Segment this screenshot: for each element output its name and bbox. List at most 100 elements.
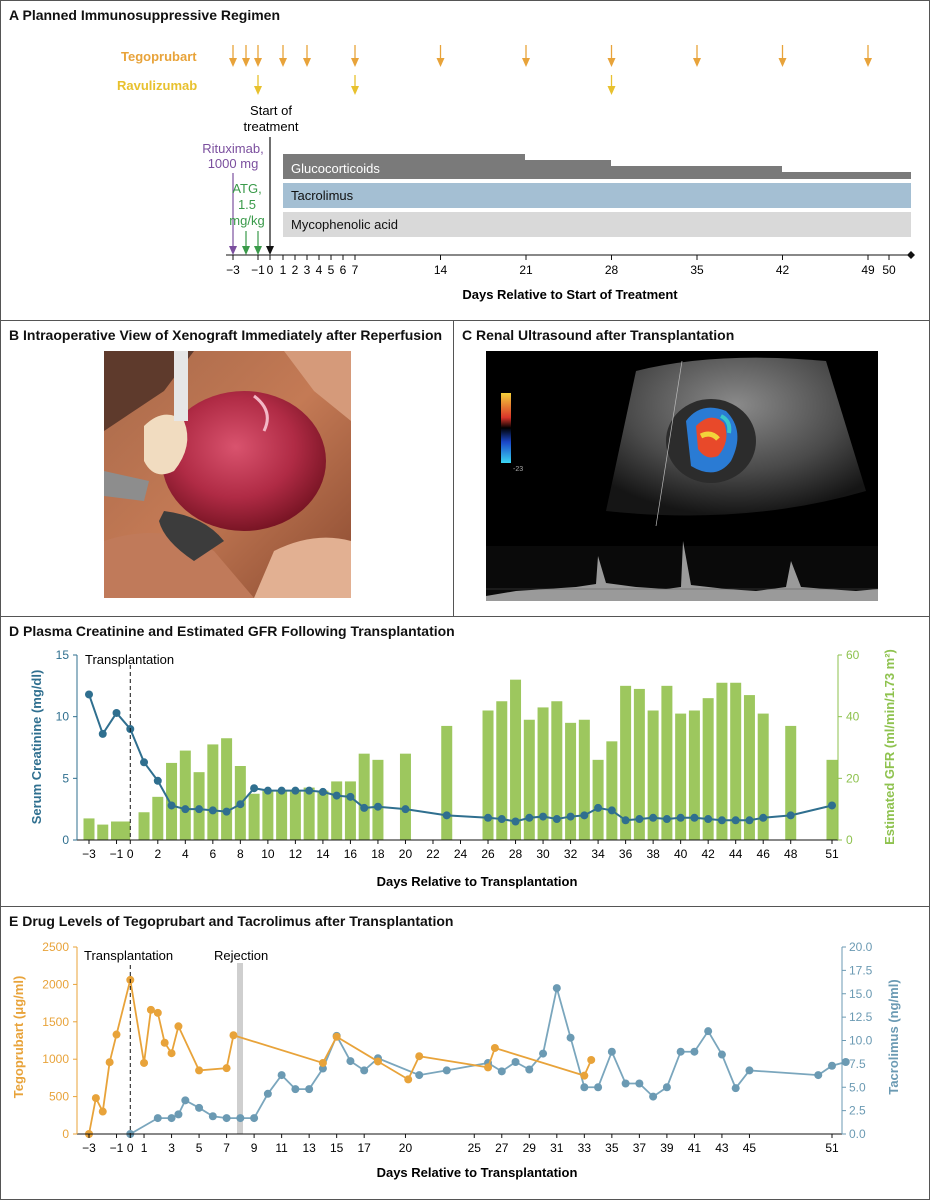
- tegoprubart-point-21: [490, 1043, 499, 1052]
- tacrolimus-point-11: [277, 1071, 286, 1080]
- timeline-tick-label-4: 2: [292, 263, 299, 277]
- chart-e-xtick-label-16: 31: [550, 1141, 564, 1155]
- tegoprubart-arrow-head-0: [229, 58, 237, 67]
- gfr-bar-28: [537, 707, 549, 840]
- tacrolimus-point-37: [704, 1027, 713, 1036]
- chart-e-transplant-annotation: Transplantation: [84, 948, 173, 963]
- creatinine-point-24: [484, 813, 493, 822]
- tegoprubart-arrow-head-2: [254, 58, 262, 67]
- creatinine-point-40: [704, 815, 713, 824]
- tacrolimus-point-38: [717, 1050, 726, 1059]
- chart-d-xlabel: Days Relative to Transplantation: [377, 874, 578, 889]
- tegoprubart-point-23: [587, 1055, 596, 1064]
- creatinine-point-39: [690, 813, 699, 822]
- timeline-tick-label-14: 42: [776, 263, 790, 277]
- creatinine-point-5: [153, 776, 162, 785]
- chart-d-xtick-label-2: 0: [127, 847, 134, 861]
- tegoprubart-point-3: [105, 1058, 114, 1067]
- timeline-tick-label-12: 28: [605, 263, 619, 277]
- gfr-bar-1: [97, 824, 109, 840]
- panel-c-title: C Renal Ultrasound after Transplantation: [462, 327, 735, 343]
- tegoprubart-point-13: [222, 1064, 231, 1073]
- gfr-bar-16: [303, 787, 315, 840]
- creatinine-point-7: [181, 805, 190, 814]
- chart-e-xtick-label-3: 1: [141, 1141, 148, 1155]
- panel-b-title: B Intraoperative View of Xenograft Immed…: [9, 327, 443, 343]
- chart-d-xtick-label-1: −1: [110, 847, 124, 861]
- chart-e-xtick-label-8: 11: [275, 1141, 288, 1155]
- chart-d-ytick-label-1: 5: [62, 771, 69, 785]
- gfr-bar-2: [111, 821, 123, 840]
- start-label-line2: treatment: [244, 119, 299, 134]
- gfr-bar-29: [551, 701, 563, 840]
- chart-e-y2tick-label-0: 0.0: [849, 1127, 866, 1141]
- chart-d-y2tick-label-1: 20: [846, 771, 860, 785]
- gfr-bar-44: [757, 713, 769, 840]
- chart-e-rejection-annotation: Rejection: [214, 948, 268, 963]
- chart-d-y2tick-label-2: 40: [846, 710, 860, 724]
- chart-d-xtick-label-17: 30: [536, 847, 550, 861]
- creatinine-point-21: [373, 802, 382, 811]
- rituximab-label-line2: 1000 mg: [208, 156, 259, 171]
- chart-e-xtick-label-24: 51: [825, 1141, 839, 1155]
- tacrolimus-point-23: [511, 1058, 520, 1067]
- chart-e-xtick-label-18: 35: [605, 1141, 619, 1155]
- tegoprubart-point-2: [98, 1107, 107, 1116]
- gfr-bar-20: [358, 753, 370, 840]
- chart-d-y2tick-label-3: 60: [846, 648, 860, 662]
- chart-e-xtick-label-5: 5: [196, 1141, 203, 1155]
- gfr-bar-22: [399, 753, 411, 840]
- tegoprubart-point-15: [318, 1058, 327, 1067]
- chart-d-xtick-label-12: 20: [399, 847, 413, 861]
- chart-d-xtick-label-23: 42: [701, 847, 715, 861]
- chart-d-xtick-label-8: 12: [289, 847, 303, 861]
- tacrolimus-point-32: [635, 1079, 644, 1088]
- surgical-photo: [104, 351, 351, 598]
- creatinine-point-32: [594, 803, 603, 812]
- rejection-band: [237, 963, 243, 1134]
- tacrolimus-point-20: [442, 1066, 451, 1075]
- atg-label-line2: 1.5: [238, 197, 256, 212]
- tegoprubart-point-4: [112, 1030, 121, 1039]
- timeline-tick-label-6: 4: [316, 263, 323, 277]
- tegoprubart-point-10: [167, 1049, 176, 1058]
- chart-e-y2label: Tacrolimus (ng/ml): [886, 979, 901, 1094]
- timeline-end-diamond: [907, 251, 915, 259]
- gfr-bar-15: [289, 790, 301, 840]
- chart-d-xtick-label-5: 6: [209, 847, 216, 861]
- timeline-tick-label-3: 1: [280, 263, 287, 277]
- chart-e-axes: 0 500 1000 1500 2000 2500 0.0 2.5 5.0 7.5 10.0 12.5…: [42, 940, 872, 1155]
- chart-e-y2tick-label-4: 10.0: [849, 1034, 873, 1048]
- chart-d-ytick-label-2: 10: [56, 710, 70, 724]
- chart-e-ytick-label-3: 1500: [42, 1015, 69, 1029]
- drug-levels-chart: 0 500 1000 1500 2000 2500 0.0 2.5 5.0 7.5 10.0 12.5…: [11, 940, 901, 1180]
- creatinine-point-38: [676, 813, 685, 822]
- timeline-ticks: −3 −1 0 1 2 3 4 5 6 7 14 21 28 35 42 49 50: [226, 255, 896, 277]
- chart-e-xtick-label-13: 25: [468, 1141, 482, 1155]
- chart-d-xtick-label-16: 28: [509, 847, 523, 861]
- atg-arrow-head-2: [254, 246, 262, 255]
- tacrolimus-point-34: [662, 1083, 671, 1092]
- tacrolimus-point-1: [153, 1114, 162, 1123]
- gfr-bar-21: [372, 759, 384, 840]
- chart-e-ytick-label-0: 0: [62, 1127, 69, 1141]
- creatinine-point-22: [401, 805, 410, 814]
- creatinine-point-6: [167, 801, 176, 810]
- creatinine-point-9: [208, 806, 217, 815]
- glucocorticoids-bar: [283, 154, 911, 179]
- tegoprubart-line: [88, 979, 593, 1135]
- tegoprubart-arrow-head-8: [607, 58, 616, 67]
- tacrolimus-point-25: [539, 1049, 548, 1058]
- chart-e-y2tick-label-3: 7.5: [849, 1057, 866, 1071]
- chart-e-y2tick-label-5: 12.5: [849, 1010, 873, 1024]
- creatinine-point-11: [236, 800, 245, 809]
- tegoprubart-point-12: [195, 1066, 204, 1075]
- gfr-bar-46: [826, 759, 838, 840]
- chart-e-xtick-label-21: 41: [688, 1141, 702, 1155]
- chart-d-xtick-label-9: 14: [316, 847, 330, 861]
- creatinine-point-29: [552, 815, 561, 824]
- creatinine-point-8: [195, 805, 204, 814]
- gfr-bar-43: [743, 695, 755, 840]
- timeline-tick-label-8: 6: [340, 263, 347, 277]
